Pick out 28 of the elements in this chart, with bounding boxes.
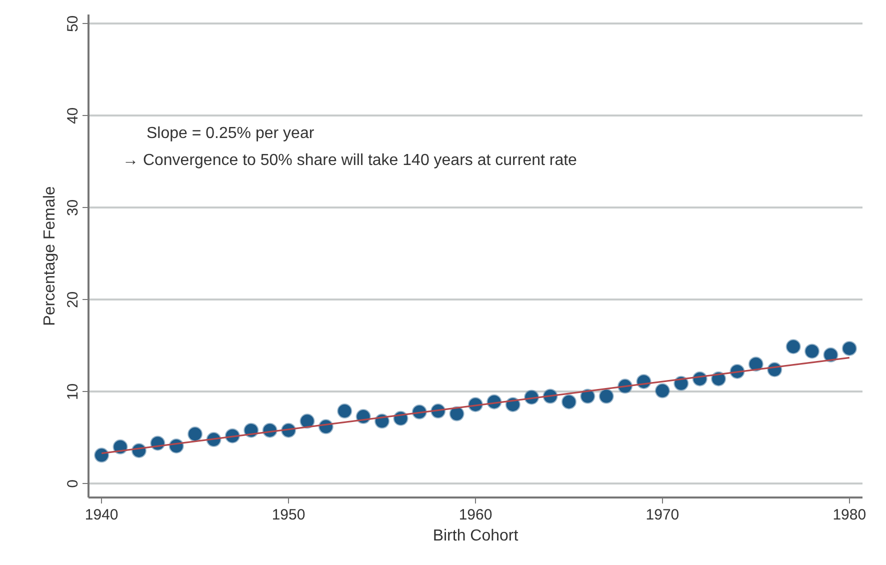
- x-tick-label: 1980: [832, 506, 866, 524]
- y-tick-label: 30: [64, 199, 82, 216]
- point: [94, 448, 110, 463]
- x-tick-label: 1940: [84, 506, 118, 524]
- point: [449, 406, 464, 422]
- point: [580, 388, 596, 404]
- point: [561, 394, 576, 410]
- y-tick-label: 0: [64, 480, 82, 488]
- annotation: → Convergence to 50% share will take 140 years at current rate: [122, 152, 578, 169]
- point: [337, 404, 352, 419]
- y-tick-label: 50: [64, 15, 82, 32]
- point: [842, 340, 857, 356]
- x-tick-label: 1950: [272, 506, 306, 524]
- point: [300, 414, 315, 429]
- x-tick-label: 1960: [458, 506, 492, 524]
- point: [748, 356, 764, 372]
- point: [188, 426, 203, 442]
- point: [786, 339, 801, 354]
- y-axis-title: Percentage Female: [42, 186, 58, 326]
- y-tick-label: 20: [64, 291, 82, 308]
- y-tick-label: 40: [64, 107, 82, 124]
- point: [598, 388, 614, 404]
- annotation: Slope = 0.25% per year: [146, 125, 315, 142]
- x-tick-label: 1970: [646, 506, 680, 524]
- x-axis-title: Birth Cohort: [432, 528, 519, 544]
- y-tick-label: 10: [64, 383, 82, 400]
- point: [654, 383, 670, 398]
- point: [804, 344, 820, 359]
